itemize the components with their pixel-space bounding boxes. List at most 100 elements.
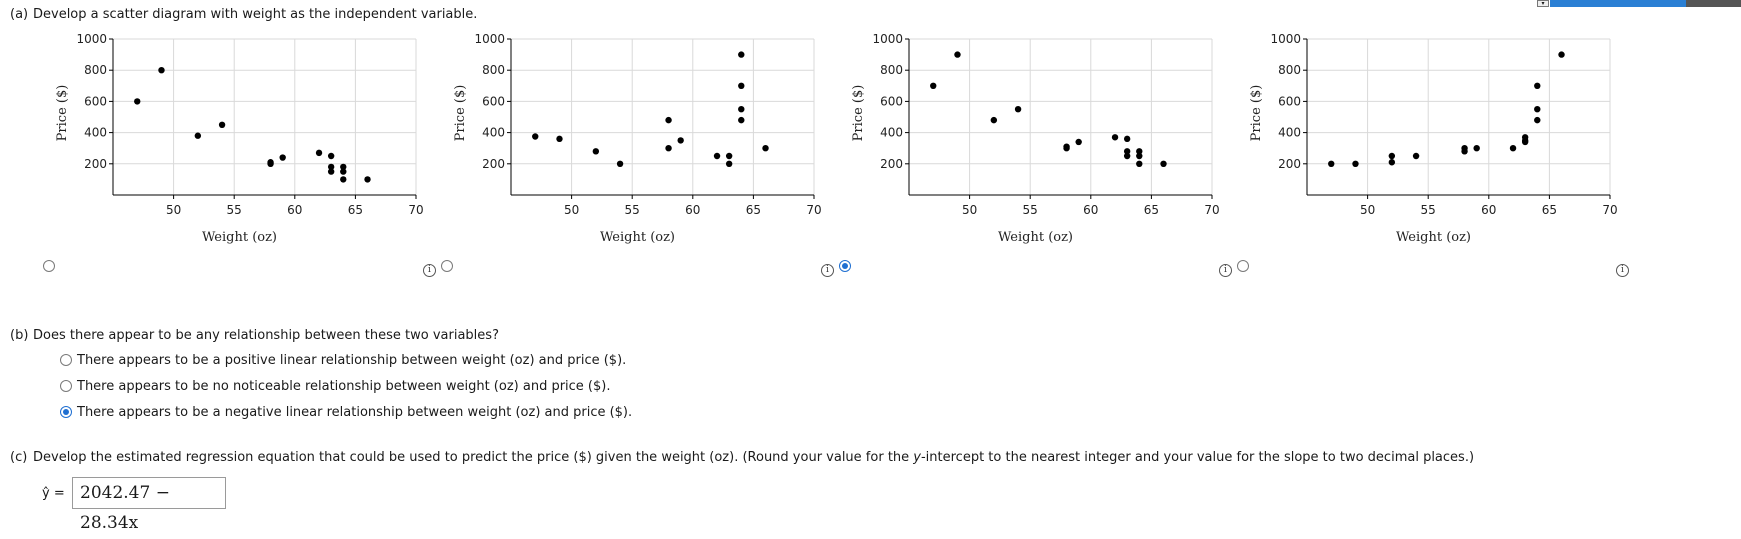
data-point — [1534, 82, 1541, 89]
data-point — [315, 149, 323, 157]
scroll-toggle-button[interactable]: ▾ — [1537, 0, 1549, 7]
data-point — [762, 145, 769, 152]
x-tick-label: 50 — [962, 203, 977, 217]
part-b-tag: (b) — [10, 328, 29, 343]
y-tick-label: 600 — [1278, 94, 1301, 108]
data-point — [616, 160, 624, 167]
option-none[interactable]: There appears to be no noticeable relati… — [60, 379, 610, 394]
plot-1-radio[interactable] — [43, 260, 55, 272]
x-axis-label: Weight (oz) — [202, 230, 277, 245]
y-tick-label: 200 — [1278, 157, 1301, 171]
data-point — [1123, 135, 1131, 143]
plot-3-radio[interactable] — [839, 260, 851, 272]
part-b-text: Does there appear to be any relationship… — [33, 328, 499, 343]
data-point — [1063, 143, 1070, 150]
y-tick-label: 600 — [482, 94, 505, 108]
data-point — [1388, 152, 1396, 160]
y-tick-label: 800 — [1278, 63, 1301, 77]
part-a-tag: (a) — [10, 7, 29, 22]
y-tick-label: 400 — [84, 126, 107, 140]
data-point — [1111, 134, 1119, 141]
y-axis-label: Price ($) — [453, 85, 468, 142]
scrollbar[interactable] — [1550, 0, 1741, 7]
data-point — [738, 82, 745, 89]
data-point — [677, 137, 684, 144]
data-point — [1160, 160, 1167, 167]
y-axis-label: Price ($) — [55, 85, 70, 142]
x-tick-label: 50 — [1360, 203, 1375, 217]
regression-answer-field[interactable]: 2042.47 − 28.34x — [72, 477, 226, 533]
x-tick-label: 60 — [1083, 203, 1098, 217]
y-tick-label: 1000 — [1270, 32, 1301, 46]
data-point — [1461, 148, 1468, 155]
data-point — [1136, 148, 1143, 155]
option-none-label: There appears to be no noticeable relati… — [77, 379, 611, 394]
data-point — [1534, 116, 1541, 124]
option-positive-radio[interactable] — [60, 354, 72, 366]
data-point — [194, 132, 202, 139]
y-tick-label: 200 — [880, 157, 903, 171]
y-tick-label: 600 — [84, 94, 107, 108]
data-point — [713, 152, 721, 160]
yhat-label: ŷ = — [42, 486, 65, 501]
data-point — [134, 98, 141, 105]
x-tick-label: 55 — [227, 203, 242, 217]
data-point — [665, 145, 672, 152]
x-tick-label: 60 — [287, 203, 302, 217]
x-tick-label: 60 — [685, 203, 700, 217]
y-tick-label: 400 — [482, 126, 505, 140]
info-icon[interactable]: i — [1219, 264, 1232, 277]
y-tick-label: 800 — [880, 63, 903, 77]
y-tick-label: 400 — [880, 126, 903, 140]
info-icon[interactable]: i — [1616, 264, 1629, 277]
x-axis-label: Weight (oz) — [998, 230, 1073, 245]
data-point — [1473, 145, 1480, 152]
scatter-plot-4: 50 55 60 65 70 200 400 600 800 1000 Weight (oz) Pri… — [1244, 30, 1624, 260]
data-point — [1123, 148, 1131, 155]
option-positive[interactable]: There appears to be a positive linear re… — [60, 353, 626, 368]
part-c-tag: (c) — [10, 450, 28, 465]
y-tick-label: 800 — [482, 63, 505, 77]
x-tick-label: 50 — [166, 203, 181, 217]
x-tick-label: 65 — [348, 203, 363, 217]
y-tick-label: 400 — [1278, 126, 1301, 140]
plot-2-radio[interactable] — [441, 260, 453, 272]
data-point — [592, 148, 600, 155]
x-tick-label: 55 — [625, 203, 640, 217]
x-tick-label: 65 — [746, 203, 761, 217]
data-point — [990, 116, 998, 124]
option-negative[interactable]: There appears to be a negative linear re… — [60, 405, 632, 420]
y-tick-label: 1000 — [76, 32, 107, 46]
data-point — [725, 160, 733, 167]
info-icon[interactable]: i — [423, 264, 436, 277]
data-point — [267, 159, 274, 166]
info-icon[interactable]: i — [821, 264, 834, 277]
part-b-question: (b) Does there appear to be any relations… — [0, 328, 499, 343]
option-negative-radio[interactable] — [60, 406, 72, 418]
data-point — [1136, 152, 1143, 160]
x-axis-label: Weight (oz) — [1396, 230, 1471, 245]
part-c-question: (c) Develop the estimated regression equa… — [0, 450, 1474, 465]
x-tick-label: 55 — [1421, 203, 1436, 217]
x-axis-label: Weight (oz) — [600, 230, 675, 245]
data-point — [1123, 152, 1131, 160]
data-point — [1136, 160, 1143, 167]
plot-4-radio[interactable] — [1237, 260, 1249, 272]
y-axis-label: Price ($) — [1249, 85, 1264, 142]
y-tick-label: 1000 — [872, 32, 903, 46]
data-point — [158, 67, 165, 74]
option-none-radio[interactable] — [60, 380, 72, 392]
part-c-text-end: -intercept to the nearest integer and yo… — [920, 450, 1475, 465]
data-point — [738, 106, 745, 113]
data-point — [1075, 138, 1082, 146]
y-tick-label: 800 — [84, 63, 107, 77]
y-tick-label: 200 — [482, 157, 505, 171]
y-tick-label: 600 — [880, 94, 903, 108]
y-tick-label: 200 — [84, 157, 107, 171]
y-axis-label: Price ($) — [851, 85, 866, 142]
part-c-text-italic: y — [913, 450, 921, 465]
x-tick-label: 55 — [1023, 203, 1038, 217]
scatter-plot-3: 50 55 60 65 70 200 400 600 800 1000 Weight (oz) Pri… — [846, 30, 1226, 260]
data-point — [1534, 106, 1541, 113]
data-point — [1558, 51, 1565, 58]
